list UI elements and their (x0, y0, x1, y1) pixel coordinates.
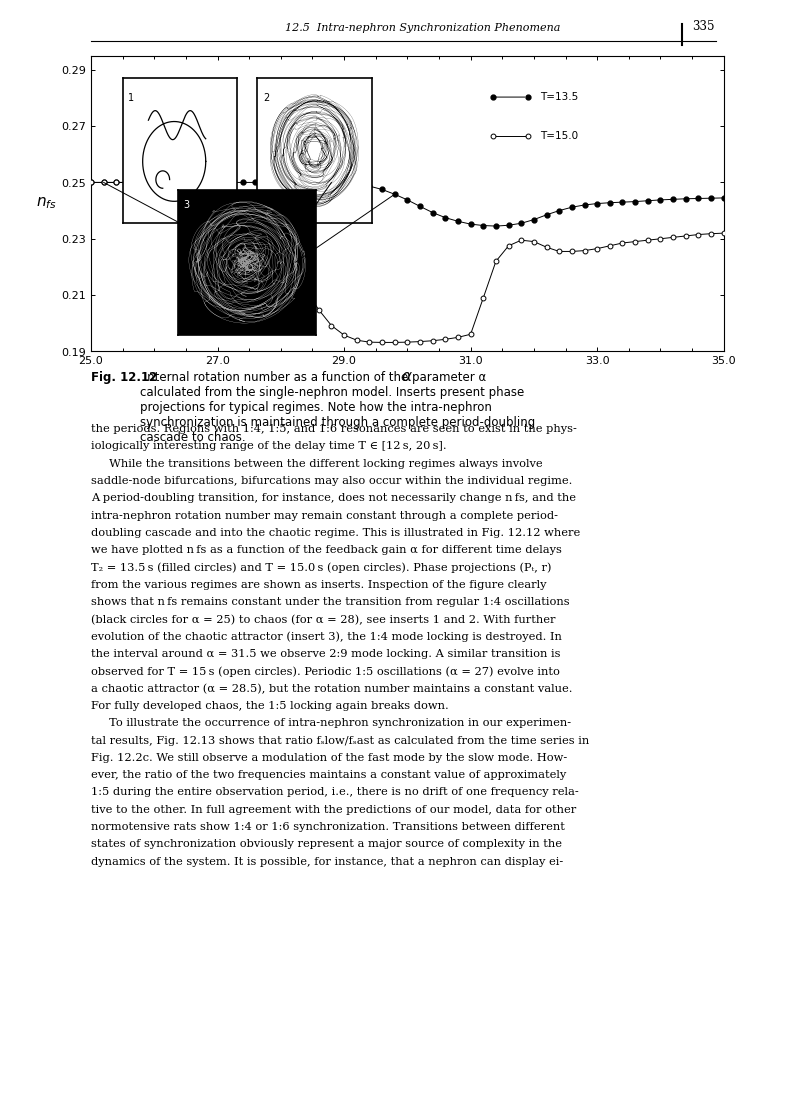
Text: the interval around α = 31.5 we observe 2:9 mode locking. A similar transition i: the interval around α = 31.5 we observe … (91, 650, 560, 658)
Text: 335: 335 (691, 20, 713, 33)
Text: To illustrate the occurrence of intra-nephron synchronization in our experimen-: To illustrate the occurrence of intra-ne… (91, 719, 570, 728)
X-axis label: $\alpha$: $\alpha$ (401, 369, 412, 384)
Text: intra-nephron rotation number may remain constant through a complete period-: intra-nephron rotation number may remain… (91, 511, 557, 520)
Text: T=15.0: T=15.0 (540, 131, 577, 141)
Text: tive to the other. In full agreement with the predictions of our model, data for: tive to the other. In full agreement wit… (91, 805, 576, 815)
Text: While the transitions between the different locking regimes always involve: While the transitions between the differ… (91, 459, 542, 469)
Text: (black circles for α = 25) to chaos (for α = 28), see inserts 1 and 2. With furt: (black circles for α = 25) to chaos (for… (91, 614, 555, 625)
Text: A period-doubling transition, for instance, does not necessarily change n fs, an: A period-doubling transition, for instan… (91, 493, 575, 503)
Text: the periods. Regions with 1:4, 1:5, and 1:6 resonances are seen to exist in the : the periods. Regions with 1:4, 1:5, and … (91, 424, 576, 434)
Text: we have plotted n fs as a function of the feedback gain α for different time del: we have plotted n fs as a function of th… (91, 546, 561, 555)
Text: a chaotic attractor (α = 28.5), but the rotation number maintains a constant val: a chaotic attractor (α = 28.5), but the … (91, 683, 572, 694)
Text: shows that n fs remains constant under the transition from regular 1:4 oscillati: shows that n fs remains constant under t… (91, 597, 569, 607)
Text: states of synchronization obviously represent a major source of complexity in th: states of synchronization obviously repr… (91, 839, 561, 849)
Text: 1: 1 (128, 93, 134, 103)
Text: dynamics of the system. It is possible, for instance, that a nephron can display: dynamics of the system. It is possible, … (91, 857, 562, 866)
Text: 12.5  Intra-nephron Synchronization Phenomena: 12.5 Intra-nephron Synchronization Pheno… (285, 23, 560, 33)
Text: iologically interesting range of the delay time T ∈ [12 s, 20 s].: iologically interesting range of the del… (91, 441, 446, 451)
Text: 3: 3 (183, 200, 190, 210)
Text: 1:5 during the entire observation period, i.e., there is no drift of one frequen: 1:5 during the entire observation period… (91, 788, 578, 797)
Text: For fully developed chaos, the 1:5 locking again breaks down.: For fully developed chaos, the 1:5 locki… (91, 701, 448, 711)
Text: observed for T = 15 s (open circles). Periodic 1:5 oscillations (α = 27) evolve : observed for T = 15 s (open circles). Pe… (91, 666, 559, 676)
Text: doubling cascade and into the chaotic regime. This is illustrated in Fig. 12.12 : doubling cascade and into the chaotic re… (91, 528, 580, 538)
Text: T=13.5: T=13.5 (540, 93, 577, 103)
Text: 2: 2 (262, 93, 269, 103)
Text: tal results, Fig. 12.13 shows that ratio fₛlow/fₛast as calculated from the time: tal results, Fig. 12.13 shows that ratio… (91, 735, 589, 745)
Text: Fig. 12.2c. We still observe a modulation of the fast mode by the slow mode. How: Fig. 12.2c. We still observe a modulatio… (91, 752, 566, 762)
Text: from the various regimes are shown as inserts. Inspection of the figure clearly: from the various regimes are shown as in… (91, 580, 546, 589)
Text: ever, the ratio of the two frequencies maintains a constant value of approximate: ever, the ratio of the two frequencies m… (91, 770, 566, 780)
Text: saddle-node bifurcations, bifurcations may also occur within the individual regi: saddle-node bifurcations, bifurcations m… (91, 475, 572, 485)
Text: Internal rotation number as a function of the parameter α
calculated from the si: Internal rotation number as a function o… (140, 371, 535, 443)
Text: evolution of the chaotic attractor (insert 3), the 1:4 mode locking is destroyed: evolution of the chaotic attractor (inse… (91, 632, 561, 642)
Text: T₂ = 13.5 s (filled circles) and T = 15.0 s (open circles). Phase projections (P: T₂ = 13.5 s (filled circles) and T = 15.… (91, 562, 551, 573)
Text: Fig. 12.12: Fig. 12.12 (91, 371, 157, 384)
Text: $n_{fs}$: $n_{fs}$ (36, 195, 56, 211)
Text: normotensive rats show 1:4 or 1:6 synchronization. Transitions between different: normotensive rats show 1:4 or 1:6 synchr… (91, 821, 564, 831)
